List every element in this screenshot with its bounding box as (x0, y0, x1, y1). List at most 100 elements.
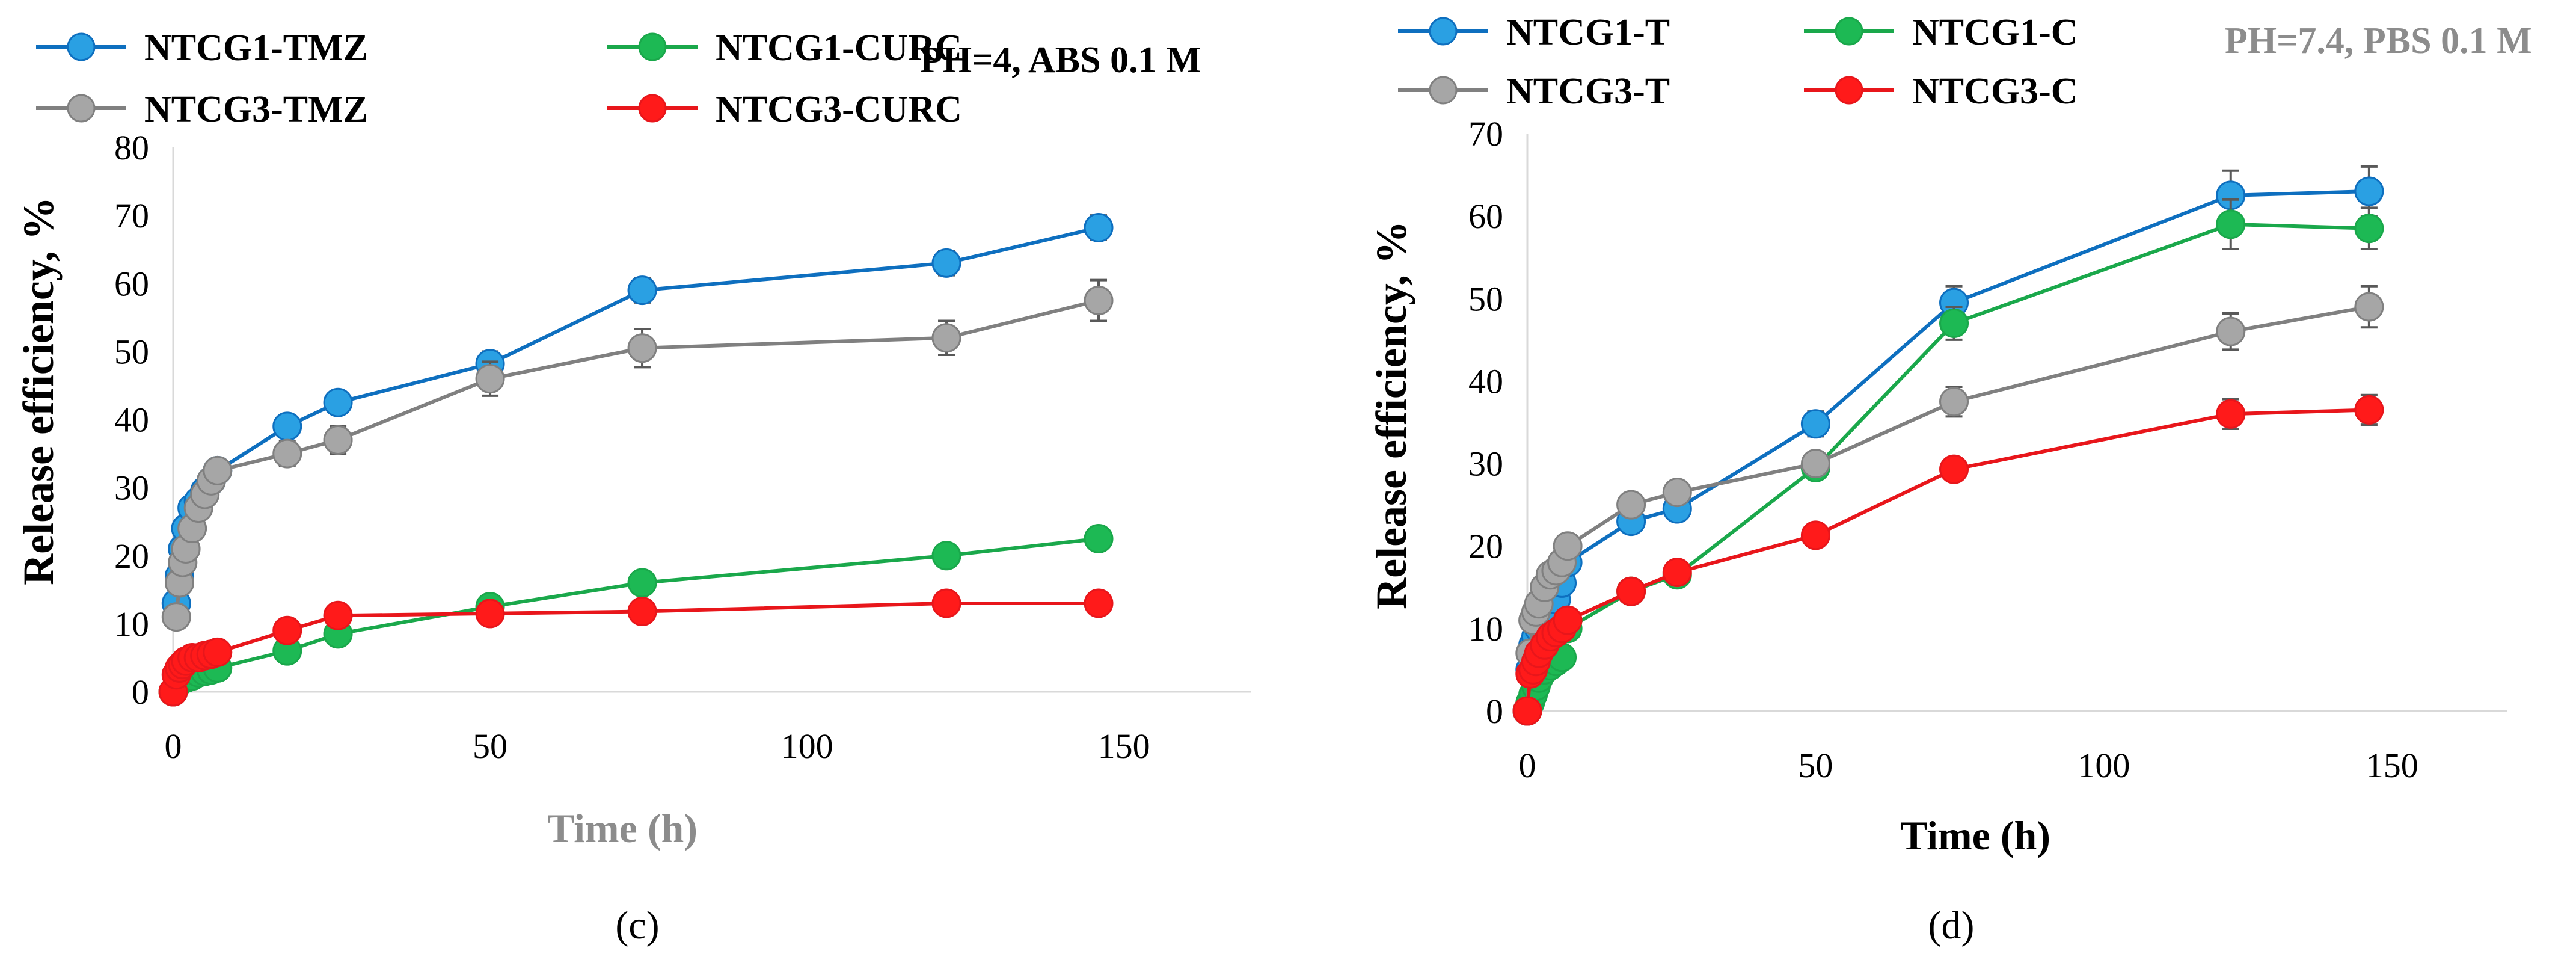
data-point (203, 637, 233, 667)
data-point (931, 323, 961, 353)
y-tick-label: 20 (1468, 527, 1503, 566)
y-axis-label: Release efficiency, % (14, 197, 63, 585)
legend-marker (67, 32, 96, 61)
series-line-ntcg1-t (1526, 189, 2369, 712)
y-axis-label: Release efficiency, % (1367, 221, 1415, 609)
data-point (272, 411, 302, 442)
chart-annotation: PH=7.4, PBS 0.1 M (2225, 20, 2532, 61)
panel-label: (d) (1928, 903, 1975, 947)
legend-label: NTCG3-T (1506, 71, 1670, 112)
legend-item-ntcg1-t: NTCG1-T (1398, 12, 1670, 53)
series-ntcg3-curc (158, 588, 1114, 707)
y-tick-label: 20 (114, 537, 149, 576)
data-point (1662, 558, 1692, 588)
y-tick-label: 50 (114, 332, 149, 371)
legend-item-ntcg1-c: NTCG1-C (1804, 12, 2078, 53)
axes: 0 10 20 30 40 50 60 70 0 50 100 150 (1468, 114, 2507, 785)
series-group (1512, 165, 2384, 726)
legend-item-ntcg3-curc: NTCG3-CURC (607, 89, 962, 130)
y-tick-label: 30 (114, 469, 149, 508)
legend-label: NTCG1-CURC (716, 28, 962, 69)
data-point (1084, 212, 1114, 242)
legend-item-ntcg3-t: NTCG3-T (1398, 71, 1670, 112)
data-point (627, 597, 657, 627)
chart-panel-d: NTCG1-T NTCG1-C NTCG3-T NTCG3-C PH=7.4, PBS… (1367, 12, 2532, 947)
data-point (272, 438, 302, 469)
x-tick-label: 0 (165, 727, 182, 766)
data-point (161, 602, 191, 632)
series-ntcg3-tmz (161, 278, 1114, 632)
data-point (2216, 399, 2246, 429)
y-tick-label: 30 (1468, 445, 1503, 484)
series-group (158, 212, 1114, 707)
data-point (2354, 395, 2384, 425)
data-point (2354, 292, 2384, 322)
x-axis-label: Time (h) (547, 805, 698, 851)
legend: NTCG1-TMZ NTCG1-CURC NTCG3-TMZ NTCG3-CURC (36, 28, 962, 130)
data-point (1084, 523, 1114, 553)
data-point (931, 248, 961, 278)
legend-label: NTCG1-C (1912, 12, 2078, 53)
data-point (627, 333, 657, 363)
data-point (627, 275, 657, 306)
axes: 0 10 20 30 40 50 60 70 80 0 50 100 150 (114, 128, 1251, 766)
x-tick-label: 50 (1798, 746, 1833, 785)
data-point (2216, 209, 2246, 239)
data-point (1512, 696, 1542, 726)
data-point (2216, 316, 2246, 346)
legend: NTCG1-T NTCG1-C NTCG3-T NTCG3-C (1398, 12, 2078, 112)
y-tick-label: 50 (1468, 279, 1503, 318)
chart-panel-c: NTCG1-TMZ NTCG1-CURC NTCG3-TMZ NTCG3-CURC P… (14, 28, 1251, 947)
y-tick-label: 10 (114, 605, 149, 644)
data-point (2354, 214, 2384, 244)
legend-marker (638, 32, 667, 61)
data-point (1800, 449, 1830, 479)
y-tick-label: 80 (114, 128, 149, 167)
x-tick-label: 50 (473, 727, 508, 766)
legend-label: NTCG3-CURC (716, 89, 962, 130)
data-point (1662, 478, 1692, 508)
data-point (323, 387, 353, 417)
y-tick-label: 0 (1486, 692, 1503, 731)
data-point (2354, 176, 2384, 206)
y-tick-label: 40 (1468, 362, 1503, 401)
series-line-ntcg3-t (1526, 305, 2370, 712)
data-point (475, 599, 505, 629)
data-point (203, 455, 233, 485)
y-tick-label: 10 (1468, 609, 1503, 648)
legend-label: NTCG3-C (1912, 71, 2078, 112)
data-point (1939, 454, 1969, 484)
x-tick-label: 150 (2366, 746, 2418, 785)
panel-label: (c) (615, 903, 659, 947)
y-tick-label: 60 (114, 264, 149, 303)
legend-marker (67, 94, 96, 123)
data-point (1616, 490, 1646, 520)
y-tick-label: 70 (1468, 114, 1503, 153)
legend-marker (1429, 76, 1458, 105)
legend-marker (638, 94, 667, 123)
x-tick-label: 100 (2078, 746, 2130, 785)
y-tick-label: 40 (114, 401, 149, 440)
legend-marker (1835, 76, 1863, 105)
data-point (1939, 387, 1969, 417)
data-point (323, 600, 353, 630)
x-tick-label: 100 (781, 727, 833, 766)
data-point (1084, 286, 1114, 316)
series-ntcg1-tmz (161, 212, 1114, 618)
series-ntcg1-t (1512, 165, 2384, 726)
data-point (1553, 605, 1583, 635)
y-tick-label: 0 (132, 672, 149, 712)
legend-label: NTCG1-TMZ (144, 28, 368, 69)
legend-item-ntcg1-curc: NTCG1-CURC (607, 28, 962, 69)
legend-label: NTCG3-TMZ (144, 89, 368, 130)
legend-marker (1835, 17, 1863, 46)
x-tick-label: 0 (1519, 746, 1536, 785)
data-point (1616, 576, 1646, 606)
data-point (1553, 531, 1583, 561)
legend-label: NTCG1-T (1506, 12, 1670, 53)
y-tick-label: 60 (1468, 197, 1503, 236)
data-point (272, 615, 302, 645)
data-point (475, 364, 505, 394)
x-tick-label: 150 (1098, 727, 1150, 766)
